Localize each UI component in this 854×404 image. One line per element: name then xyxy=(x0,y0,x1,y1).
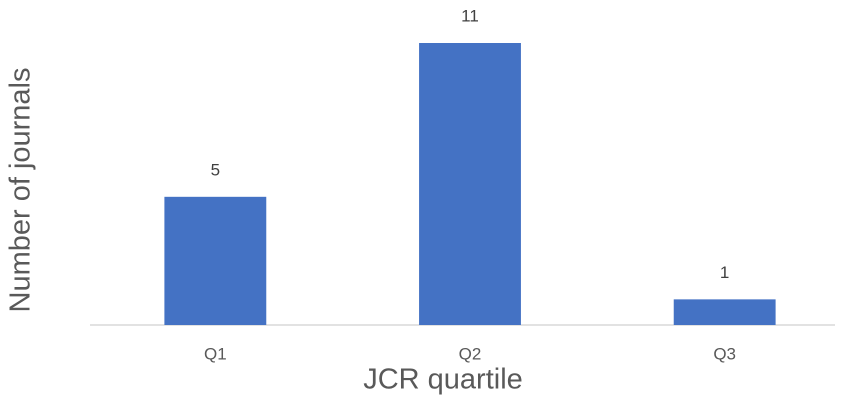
data-label: 5 xyxy=(211,160,220,179)
bar xyxy=(164,196,267,325)
x-tick-label: Q1 xyxy=(204,344,227,363)
y-axis-title: Number of journals xyxy=(5,68,37,313)
data-label: 1 xyxy=(720,263,729,282)
x-tick-label: Q2 xyxy=(459,344,482,363)
data-label: 11 xyxy=(461,6,479,25)
x-tick-label: Q3 xyxy=(713,344,736,363)
bar xyxy=(419,43,521,325)
x-axis-title: JCR quartile xyxy=(363,364,523,396)
bar xyxy=(673,299,776,325)
